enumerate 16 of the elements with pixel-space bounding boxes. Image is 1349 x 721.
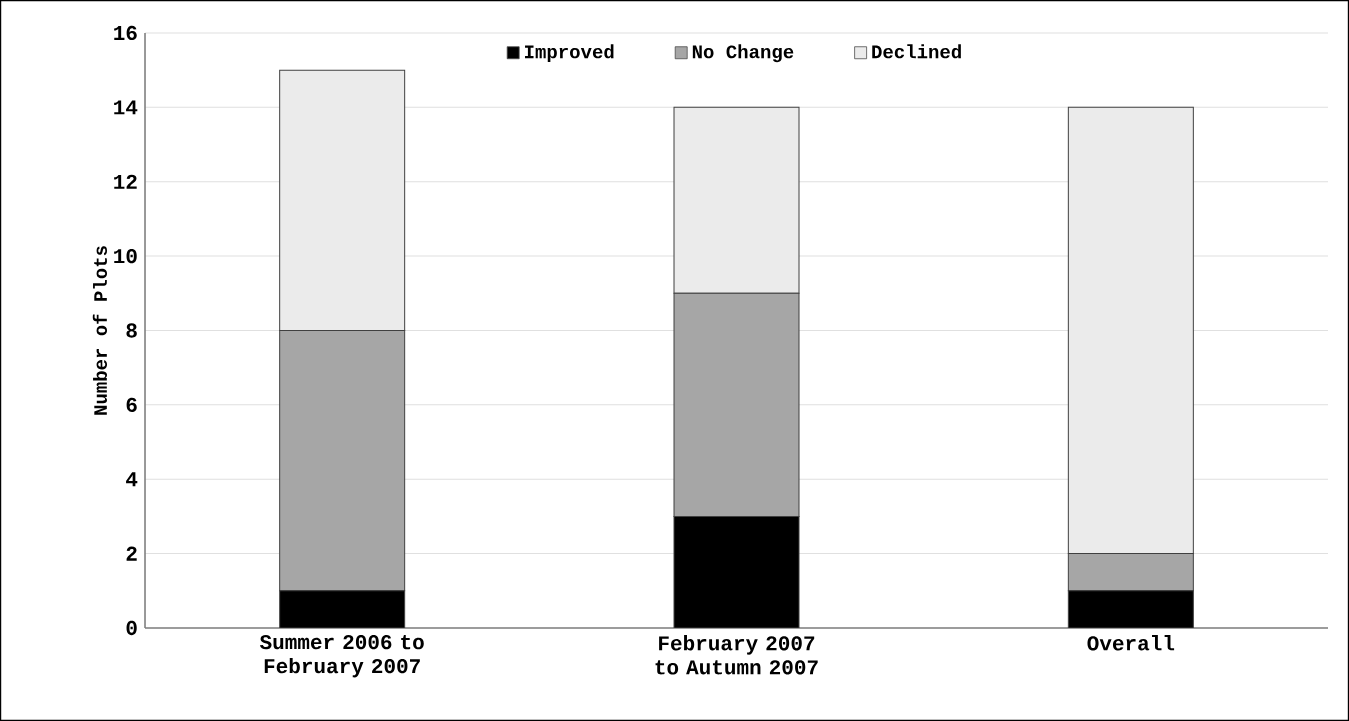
y-tick-label: 14 [114,100,138,115]
x-tick-label: Summer 2006 to February 2007 [259,635,424,678]
y-tick-label: 12 [114,174,137,189]
y-axis-title: Number of Plots [92,246,108,415]
y-tick-label: 4 [126,472,138,487]
y-tick-label: 10 [114,248,137,264]
y-tick-label: 2 [126,546,137,561]
y-tick-label: 8 [126,323,137,338]
x-tick-label: Overall [1087,635,1175,651]
y-tick-label: 6 [126,397,137,412]
legend-label: Improved [525,44,614,63]
x-tick-label: February 2007 to Autumn 2007 [655,635,818,675]
legend-label: No Change [692,44,794,63]
y-tick-label: 0 [126,620,137,636]
legend-label: Declined [872,44,961,59]
y-tick-label: 16 [114,25,137,41]
